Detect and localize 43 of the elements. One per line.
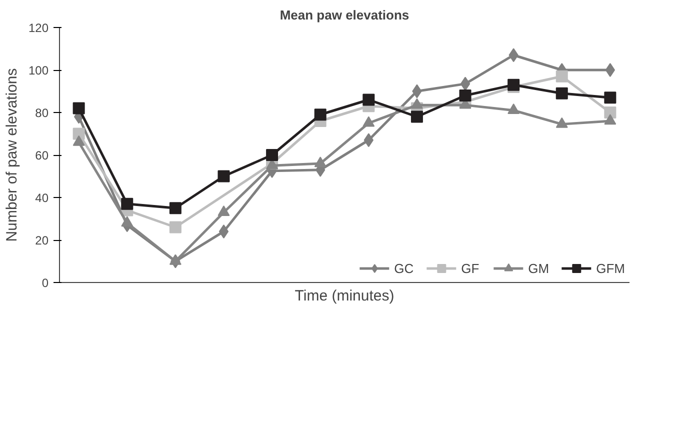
legend-label: GC	[394, 260, 414, 276]
point	[605, 63, 616, 77]
point	[121, 198, 134, 210]
point	[169, 254, 182, 265]
point	[459, 90, 472, 102]
point	[410, 98, 423, 109]
y-tick-label: 60	[35, 148, 49, 162]
y-tick-label: 120	[28, 21, 49, 35]
point	[508, 104, 520, 114]
point	[604, 114, 616, 125]
point	[218, 170, 230, 182]
point	[218, 224, 229, 238]
point	[556, 87, 568, 100]
point	[169, 202, 182, 214]
legend-label: GM	[528, 260, 550, 276]
y-tick-label: 0	[42, 276, 49, 290]
y-tick-label: 20	[35, 234, 49, 248]
point	[314, 108, 326, 121]
point	[508, 78, 520, 91]
point	[556, 70, 568, 82]
point	[218, 206, 230, 216]
y-axis-title: Number of paw elevations	[3, 68, 20, 242]
point	[169, 221, 182, 234]
point	[72, 135, 85, 146]
point	[314, 156, 326, 168]
point	[266, 149, 278, 161]
point	[556, 117, 568, 128]
legend-label: GF	[461, 260, 480, 276]
point	[362, 116, 375, 127]
point	[72, 102, 85, 114]
point	[604, 106, 616, 118]
x-axis-title: Time (minutes)	[294, 288, 394, 304]
point	[460, 76, 470, 91]
y-tick-label: 40	[35, 191, 49, 205]
point	[121, 216, 134, 227]
legend-label: GFM	[596, 260, 625, 276]
point	[362, 94, 375, 106]
y-tick-label: 80	[35, 106, 49, 120]
point	[410, 110, 423, 123]
point	[604, 92, 616, 104]
chart-title: Mean paw elevations	[280, 8, 410, 22]
point	[72, 128, 85, 140]
y-tick-label: 100	[28, 64, 49, 78]
